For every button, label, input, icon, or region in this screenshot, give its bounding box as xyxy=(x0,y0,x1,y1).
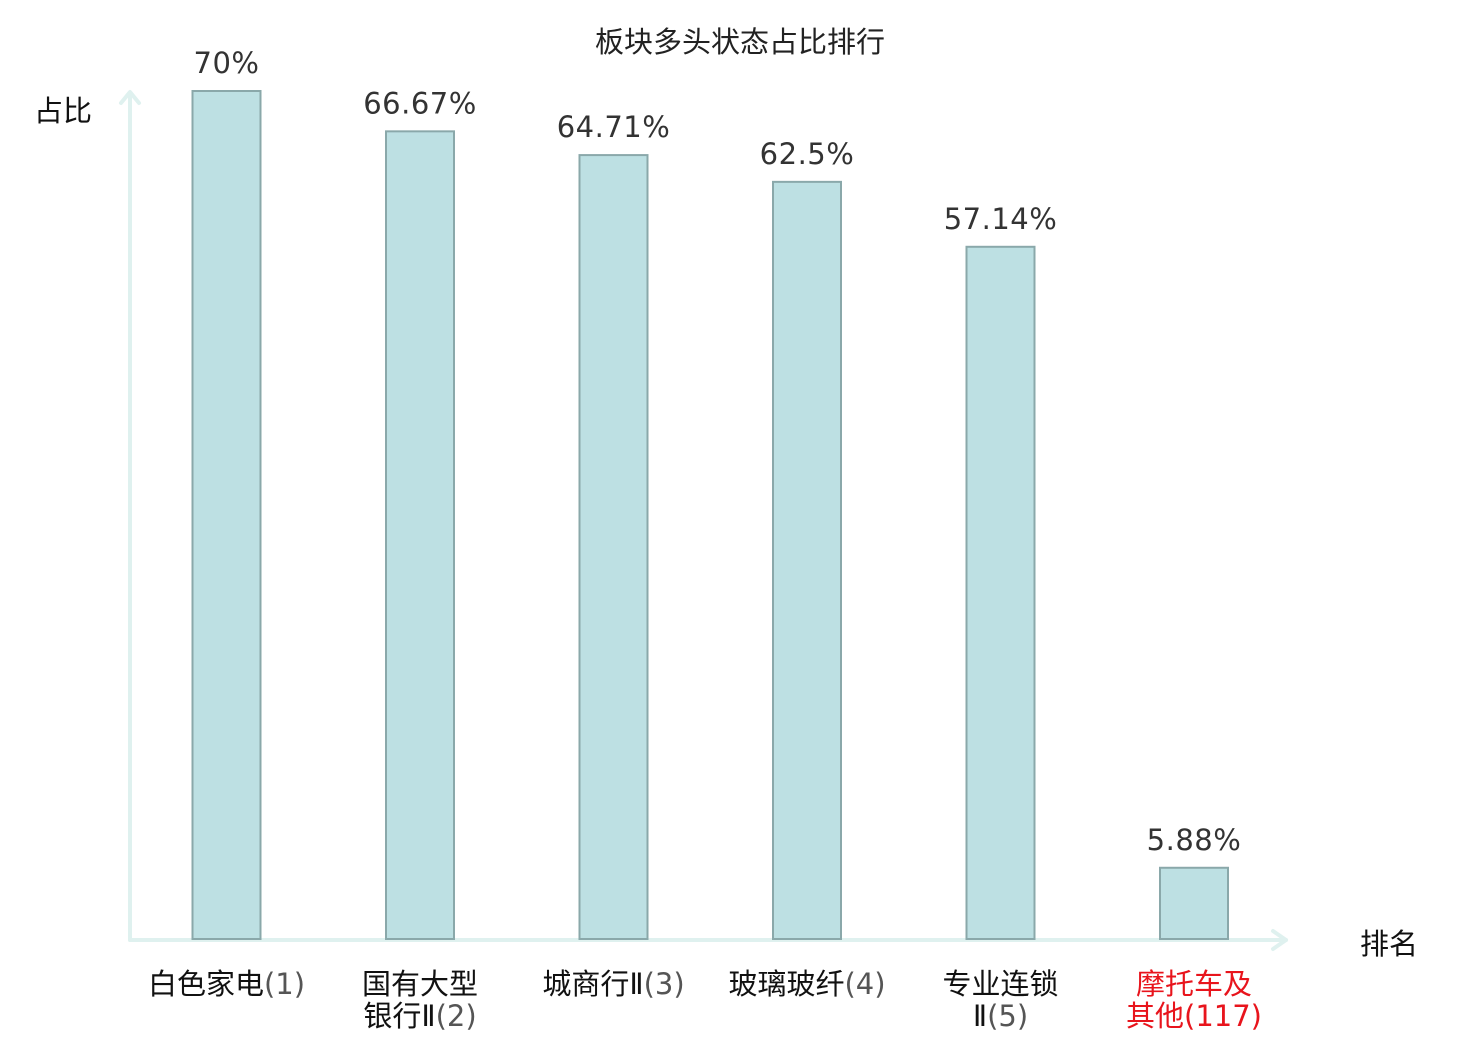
x-tick-label: 摩托车及 xyxy=(1136,967,1252,1001)
value-labels: 70% 66.67% 64.71% 62.5% 57.14% 5.88% xyxy=(194,46,1242,857)
bar xyxy=(772,180,842,941)
x-tick-label: 专业连锁 xyxy=(942,967,1058,1001)
category-name: 国有大型 xyxy=(362,967,478,1001)
bar xyxy=(578,154,649,940)
category-name: 银行Ⅱ xyxy=(363,999,435,1033)
axes xyxy=(119,90,1288,951)
category-rank: (4) xyxy=(844,967,885,1001)
category-rank: (5) xyxy=(987,999,1028,1033)
x-tick-label: 国有大型 xyxy=(362,967,478,1001)
category-name: Ⅱ xyxy=(973,999,987,1033)
category-name: 摩托车及 xyxy=(1136,967,1252,1001)
category-rank: (2) xyxy=(436,999,477,1033)
x-axis-label: 排名 xyxy=(1360,927,1418,961)
value-label: 62.5% xyxy=(760,137,855,171)
category-rank: (1) xyxy=(264,967,305,1001)
value-label: 66.67% xyxy=(363,86,477,120)
category-name: 玻璃玻纤 xyxy=(728,967,844,1001)
category-name: 专业连锁 xyxy=(942,967,1058,1001)
bar xyxy=(385,130,455,940)
category-rank: (3) xyxy=(644,967,685,1001)
bar xyxy=(191,90,262,940)
value-label: 5.88% xyxy=(1147,823,1242,857)
chart-title: 板块多头状态占比排行 xyxy=(595,25,885,59)
value-label: 64.71% xyxy=(557,110,671,144)
x-tick-label: 其他(117) xyxy=(1126,999,1262,1033)
value-label: 57.14% xyxy=(944,202,1058,236)
x-tick-label: 城商行Ⅱ(3) xyxy=(542,967,684,1001)
x-tick-label: 白色家电(1) xyxy=(148,967,305,1001)
bar xyxy=(1159,866,1229,941)
x-tick-label: 银行Ⅱ(2) xyxy=(363,999,476,1033)
category-name: 其他 xyxy=(1126,999,1184,1033)
y-axis-label: 占比 xyxy=(34,94,92,128)
category-rank: (117) xyxy=(1184,999,1262,1033)
value-label: 70% xyxy=(194,46,260,80)
bars xyxy=(191,90,1229,941)
x-axis-arrow xyxy=(1271,929,1288,951)
category-name: 城商行Ⅱ xyxy=(542,967,643,1001)
category-name: 白色家电 xyxy=(148,967,264,1001)
bar xyxy=(965,245,1036,940)
x-tick-label: 玻璃玻纤(4) xyxy=(728,967,885,1001)
x-tick-label: Ⅱ(5) xyxy=(973,999,1028,1033)
